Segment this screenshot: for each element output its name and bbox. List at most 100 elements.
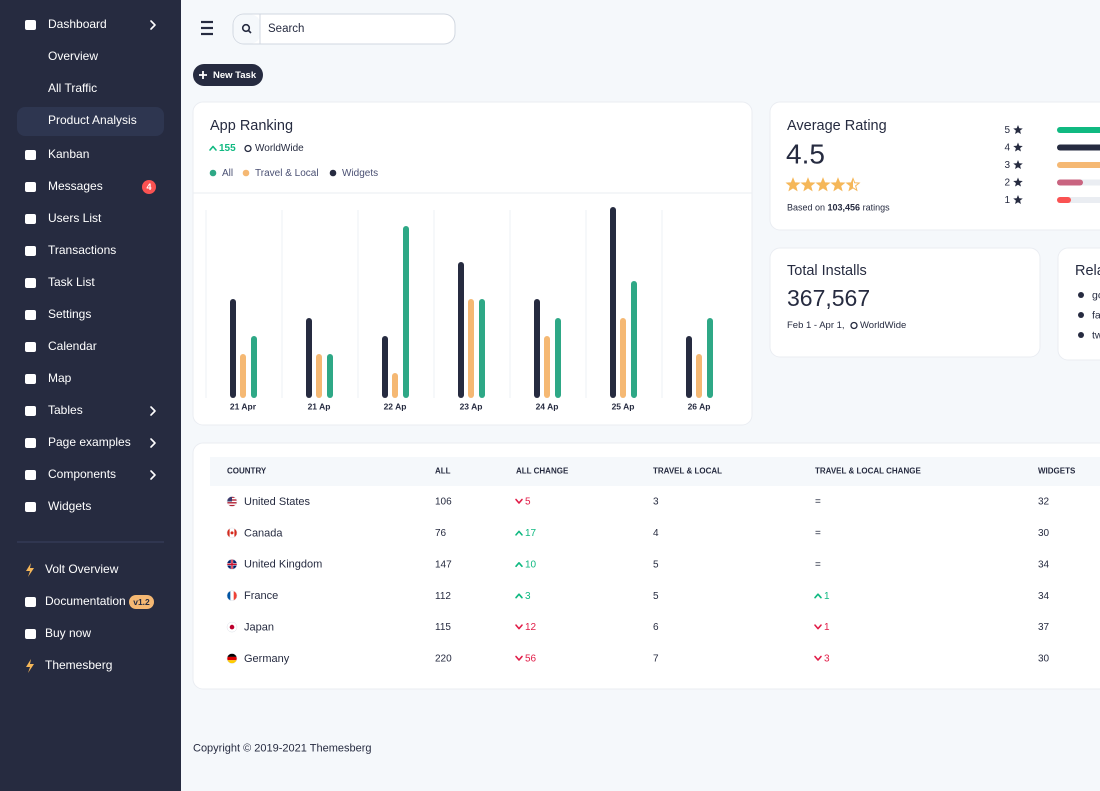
nav-item[interactable]: Themesberg <box>26 658 112 673</box>
chevron <box>150 406 156 416</box>
change-value: 10 <box>525 559 537 570</box>
country: France <box>244 590 278 602</box>
active-highlight <box>17 107 164 136</box>
nav-label: Calendar <box>48 339 97 353</box>
nav-item[interactable]: Product Analysis <box>17 107 164 136</box>
flag-part <box>230 531 234 535</box>
nav-item[interactable]: Overview <box>48 49 98 63</box>
badge <box>129 595 154 609</box>
flag <box>227 559 237 570</box>
bar <box>230 299 236 398</box>
cell: 76 <box>435 528 447 539</box>
legend-dot <box>209 169 217 177</box>
rating-stars-label: 2 <box>1004 178 1010 189</box>
table-row: France 112 5 34 <box>226 590 1050 602</box>
change-value: 3 <box>525 591 531 602</box>
nav-item[interactable]: Dashboard <box>25 17 107 31</box>
x-tick-label: 23 Ap <box>460 401 483 411</box>
card-title: Rela <box>1075 263 1100 279</box>
column-header: TRAVEL & LOCAL <box>653 467 722 476</box>
installs-card <box>769 247 1041 358</box>
nav-icon <box>25 310 36 320</box>
trend-icon <box>515 498 523 504</box>
trend-icon <box>814 624 822 630</box>
nav-icon <box>25 629 36 639</box>
bar <box>707 318 713 398</box>
flag <box>227 622 237 633</box>
flag-border <box>226 527 238 539</box>
rating-stars-label: 1 <box>1004 195 1010 206</box>
nav-item[interactable]: Documentation v1.2 <box>25 594 154 609</box>
cell: 6 <box>653 622 659 633</box>
flag-part <box>227 656 237 661</box>
nav-item[interactable]: Transactions <box>25 243 116 257</box>
trend-icon <box>814 655 822 661</box>
nav-item[interactable]: Map <box>25 371 72 385</box>
change-value: = <box>815 559 821 570</box>
column-header: COUNTRY <box>227 467 267 476</box>
bar <box>610 207 616 398</box>
x-tick-label: 26 Ap <box>688 401 711 411</box>
badge-text: v1.2 <box>133 597 150 607</box>
nav-icon <box>25 20 36 30</box>
country: Japan <box>244 622 274 634</box>
nav-item[interactable]: Users List <box>25 211 102 225</box>
installs-value: 367,567 <box>787 285 870 311</box>
nav-item[interactable]: All Traffic <box>48 81 97 95</box>
based-on: Based on 103,456 ratings <box>787 203 890 213</box>
cell: 4 <box>653 528 659 539</box>
nav-item[interactable]: Page examples <box>25 435 131 449</box>
nav-item[interactable]: Volt Overview <box>26 562 119 577</box>
rating-star <box>830 177 846 192</box>
nav-item[interactable]: Tables <box>25 403 83 417</box>
card-title: App Ranking <box>210 118 293 134</box>
period: Feb 1 - Apr 1, <box>787 320 845 331</box>
legend-dot <box>242 169 250 177</box>
table-row: Germany 220 7 30 <box>226 653 1050 665</box>
nav-label: Dashboard <box>48 17 107 31</box>
bar <box>251 336 257 398</box>
bar <box>306 318 312 398</box>
flag <box>227 527 237 538</box>
new-task-button[interactable]: New Task <box>193 64 263 86</box>
bar <box>327 354 333 398</box>
change-value: = <box>815 528 821 539</box>
source-label: tw <box>1092 329 1100 341</box>
nav-item[interactable]: Calendar <box>25 339 97 353</box>
cell: 147 <box>435 559 452 570</box>
region: WorldWide <box>255 143 304 154</box>
cell: 5 <box>653 591 659 602</box>
legend-label: All <box>222 168 233 179</box>
nav-item[interactable]: Kanban <box>25 147 89 161</box>
table-header <box>210 457 1100 486</box>
flag-border <box>226 559 238 570</box>
based-on-part: 103,456 <box>825 203 860 213</box>
x-tick-label: 21 Ap <box>308 401 331 411</box>
cell: 5 <box>653 559 659 570</box>
nav-item[interactable]: Widgets <box>25 499 91 513</box>
flag-part <box>230 590 234 601</box>
change-value: 155 <box>219 143 236 154</box>
nav-label: Page examples <box>48 435 131 449</box>
table-card <box>192 442 1100 690</box>
change-value: 12 <box>525 622 537 633</box>
nav-item[interactable]: Messages 4 <box>25 179 156 194</box>
nav-item[interactable]: Task List <box>25 275 95 289</box>
flag-part <box>227 653 237 657</box>
nav-item[interactable]: Components <box>25 467 116 481</box>
nav-label: Volt Overview <box>45 562 119 576</box>
bar <box>403 226 409 398</box>
nav-label: Widgets <box>48 499 91 513</box>
nav-item[interactable]: Buy now <box>25 626 91 640</box>
cell: 37 <box>1038 622 1050 633</box>
table-row: Japan 115 6 37 <box>226 622 1050 634</box>
search-box[interactable]: Search <box>232 13 456 45</box>
flag-part <box>227 590 231 601</box>
nav-label: Product Analysis <box>48 113 137 127</box>
rating-bar <box>1057 162 1100 168</box>
flag-part <box>227 660 237 664</box>
rating-star <box>815 177 831 192</box>
nav-item[interactable]: Settings <box>25 307 91 321</box>
change-value: 56 <box>525 654 537 665</box>
legend-label: Widgets <box>342 168 378 179</box>
